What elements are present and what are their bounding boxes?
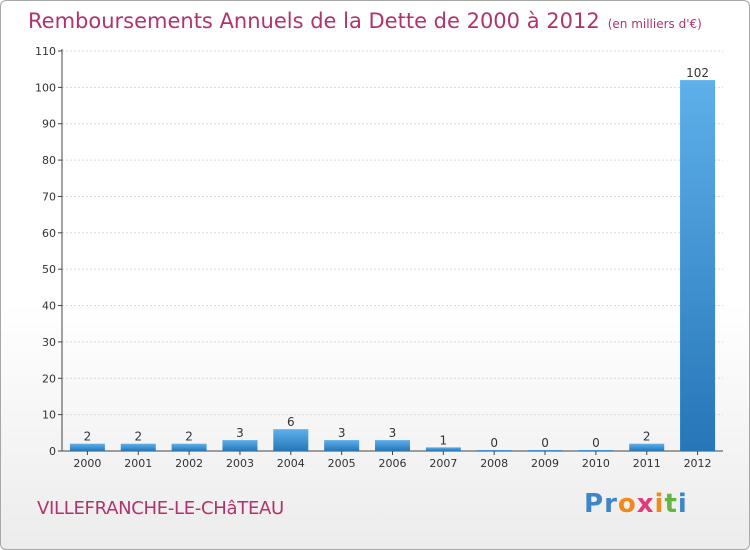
axes bbox=[58, 49, 723, 455]
x-tick-label: 2000 bbox=[73, 457, 101, 470]
bar-2009 bbox=[527, 450, 563, 451]
bar-value-label: 2 bbox=[134, 430, 142, 444]
logo-letter: r bbox=[604, 489, 618, 519]
bar-value-label: 0 bbox=[490, 436, 498, 450]
bar-2006 bbox=[375, 440, 410, 451]
bar-value-labels: 2 2 2 3 6 3 3 1 0 0 0 2 102 bbox=[84, 66, 709, 450]
y-tick-labels: 0 10 20 30 40 50 60 70 80 90 100 110 bbox=[35, 45, 56, 458]
bar-2004 bbox=[273, 429, 309, 451]
x-tick-label: 2007 bbox=[429, 457, 457, 470]
y-tick-label: 50 bbox=[42, 263, 56, 276]
logo-letter: o bbox=[617, 489, 637, 519]
bar-2012 bbox=[680, 80, 716, 451]
y-tick-label: 70 bbox=[42, 190, 56, 203]
bar-value-label: 1 bbox=[440, 433, 448, 447]
y-tick-label: 80 bbox=[42, 154, 56, 167]
bar-value-label: 2 bbox=[185, 430, 193, 444]
y-tick-label: 110 bbox=[35, 45, 56, 58]
commune-name: VILLEFRANCHE-LE-CHâTEAU bbox=[37, 498, 284, 519]
bar-value-label: 3 bbox=[389, 426, 397, 440]
x-tick-label: 2001 bbox=[124, 457, 152, 470]
bar-2000 bbox=[69, 443, 105, 451]
y-tick-label: 100 bbox=[35, 81, 56, 94]
x-tick-label: 2010 bbox=[582, 457, 610, 470]
logo-letter: t bbox=[664, 489, 678, 519]
y-tick-label: 0 bbox=[49, 445, 56, 458]
x-tick-label: 2004 bbox=[277, 457, 305, 470]
bar-2008 bbox=[476, 450, 512, 451]
y-tick-label: 10 bbox=[42, 409, 56, 422]
y-tick-label: 60 bbox=[42, 227, 56, 240]
x-tick-label: 2008 bbox=[480, 457, 508, 470]
grid-lines bbox=[62, 50, 723, 416]
x-tick-label: 2003 bbox=[226, 457, 254, 470]
y-tick-label: 30 bbox=[42, 336, 56, 349]
y-tick-label: 20 bbox=[42, 372, 56, 385]
bar-value-label: 3 bbox=[338, 426, 346, 440]
proxiti-logo: Proxiti bbox=[584, 489, 688, 519]
bar-value-label: 6 bbox=[287, 415, 295, 429]
bar-value-label: 0 bbox=[592, 436, 600, 450]
y-tick-label: 40 bbox=[42, 300, 56, 313]
bar-2005 bbox=[324, 440, 360, 451]
x-tick-labels: 2000 2001 2002 2003 2004 2005 2006 2007 2008 2009… bbox=[73, 457, 711, 470]
x-tick-label: 2002 bbox=[175, 457, 203, 470]
logo-letter: x bbox=[636, 489, 655, 519]
bar-value-label: 0 bbox=[541, 436, 549, 450]
x-tick-label: 2009 bbox=[531, 457, 559, 470]
bar-value-label: 2 bbox=[84, 430, 92, 444]
x-tick-label: 2011 bbox=[633, 457, 661, 470]
bar-2011 bbox=[629, 443, 665, 451]
bar-2002 bbox=[171, 443, 207, 451]
chart-title-text: Remboursements Annuels de la Dette de 20… bbox=[28, 9, 600, 33]
bar-value-label: 102 bbox=[686, 66, 709, 80]
x-tick-label: 2005 bbox=[328, 457, 356, 470]
logo-letter: i bbox=[677, 489, 688, 519]
bar-2007 bbox=[425, 447, 461, 451]
chart-title: Remboursements Annuels de la Dette de 20… bbox=[28, 9, 702, 33]
x-tick-label: 2006 bbox=[379, 457, 407, 470]
bar-2010 bbox=[578, 450, 614, 451]
chart-unit-note: (en milliers d'€) bbox=[607, 17, 702, 31]
bars bbox=[69, 80, 716, 451]
bar-value-label: 3 bbox=[236, 426, 244, 440]
logo-letter: i bbox=[654, 489, 665, 519]
bar-2003 bbox=[222, 440, 258, 451]
bar-2001 bbox=[120, 443, 156, 451]
x-tick-label: 2012 bbox=[684, 457, 712, 470]
y-tick-label: 90 bbox=[42, 118, 56, 131]
bar-value-label: 2 bbox=[643, 430, 651, 444]
logo-letter: P bbox=[584, 489, 605, 519]
